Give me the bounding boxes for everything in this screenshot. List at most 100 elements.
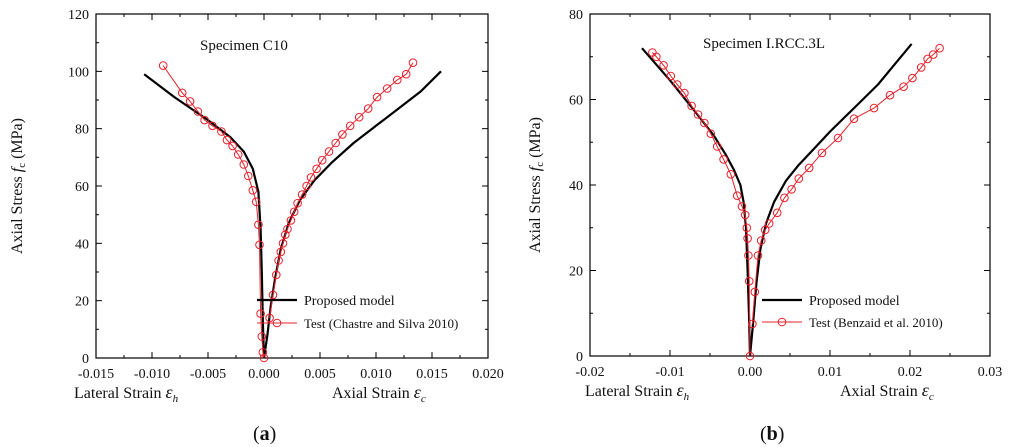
data-point — [372, 92, 382, 102]
lateral-strain-label-symbol: ε — [677, 380, 685, 400]
data-point — [899, 82, 908, 91]
data-point — [257, 332, 267, 341]
data-point — [693, 110, 703, 119]
data-point — [719, 155, 728, 164]
y-tick-label: 40 — [75, 237, 89, 252]
data-point — [281, 230, 290, 239]
axial-strain-label: Axial Strain εc — [332, 382, 426, 405]
x-tick-label: -0.02 — [575, 365, 604, 380]
axial-strain-label-text: Axial Strain — [332, 385, 410, 402]
data-point — [193, 107, 203, 116]
data-point — [706, 129, 716, 138]
data-point — [756, 236, 766, 245]
plot-frame — [589, 13, 991, 357]
axial-strain-label-symbol: ε — [414, 382, 422, 402]
data-point — [274, 256, 283, 265]
data-point — [916, 63, 926, 72]
data-point — [748, 319, 757, 329]
data-point — [780, 193, 789, 203]
data-point — [928, 50, 938, 59]
data-point — [787, 185, 796, 194]
chart-panel-b: -0.02 -0.01 0.00 0.01 0.02 0.03 0 20 40 60 80 Speci… — [527, 8, 1002, 445]
data-point — [817, 148, 827, 158]
data-point — [239, 160, 249, 169]
y-axis-label-text: Axial Stress — [527, 175, 544, 253]
lateral-strain-label-text: Lateral Strain — [585, 383, 673, 400]
data-point — [306, 173, 316, 182]
series-line-lateral — [652, 52, 751, 357]
y-axis-label: Axial Stress fc (MPa) — [9, 118, 28, 254]
data-point — [885, 90, 895, 100]
data-point — [833, 133, 843, 143]
specimen-annotation: Specimen C10 — [200, 38, 288, 54]
lateral-strain-label: Lateral Strain εh — [585, 380, 690, 403]
y-axis-symbol: f — [527, 164, 544, 171]
axial-strain-label-text: Axial Strain — [840, 383, 918, 400]
data-point — [408, 58, 418, 68]
data-point — [158, 61, 168, 70]
data-point — [743, 234, 752, 243]
y-tick-label: 80 — [75, 123, 89, 138]
x-tick-label: 0.000 — [248, 367, 280, 382]
panel-label: (b) — [760, 423, 784, 445]
legend-entry: Test (Benzaid et al. 2010) — [809, 315, 943, 330]
data-point — [185, 97, 195, 106]
lateral-strain-label: Lateral Strain εh — [74, 382, 179, 405]
data-point — [272, 270, 281, 280]
data-point — [382, 84, 392, 93]
data-point — [254, 220, 263, 229]
data-point — [393, 75, 402, 85]
series-line-axial — [748, 43, 913, 357]
x-tick-label: 0.020 — [472, 367, 504, 382]
y-tick-label: 100 — [68, 65, 89, 80]
data-point — [772, 208, 782, 218]
lateral-strain-label-symbol: ε — [166, 382, 174, 402]
data-point — [659, 61, 668, 70]
data-point — [293, 198, 302, 208]
data-point — [737, 202, 747, 211]
plot-frame — [95, 13, 489, 359]
legend-entry: Proposed model — [304, 294, 395, 309]
data-point — [354, 112, 364, 122]
data-point — [712, 142, 722, 151]
data-point — [794, 174, 804, 183]
y-tick-label: 120 — [68, 8, 89, 23]
data-point — [233, 150, 243, 159]
data-point — [248, 186, 258, 195]
axial-strain-label: Axial Strain εc — [840, 380, 934, 403]
data-point — [177, 88, 187, 98]
x-tick-label: 0.010 — [360, 367, 392, 382]
data-point — [217, 127, 226, 136]
data-point — [200, 115, 209, 125]
data-point — [278, 239, 288, 248]
legend-entry: Proposed model — [809, 294, 900, 309]
series-model — [641, 43, 913, 357]
series-line-lateral — [162, 65, 265, 359]
data-point — [849, 114, 859, 123]
data-point — [283, 224, 292, 234]
data-point — [286, 216, 296, 225]
data-point — [935, 43, 944, 53]
data-point — [760, 225, 770, 235]
data-point — [338, 130, 347, 139]
data-point — [345, 121, 355, 131]
data-point — [312, 164, 321, 174]
series-model — [143, 70, 442, 359]
data-point — [222, 135, 232, 145]
x-tick-label: 0.01 — [818, 365, 843, 380]
data-point — [726, 170, 736, 179]
legend: Proposed model Test (Benzaid et al. 2010) — [762, 294, 943, 330]
data-point — [804, 163, 814, 173]
y-tick-label: 0 — [576, 350, 583, 365]
data-point — [753, 251, 763, 260]
y-tick-label: 20 — [569, 265, 583, 280]
series-line-axial — [751, 47, 940, 324]
data-point — [672, 80, 682, 89]
series-line-lateral — [143, 73, 266, 359]
data-point — [401, 69, 411, 79]
data-point — [208, 121, 217, 131]
data-point — [740, 210, 750, 220]
data-point — [276, 247, 286, 257]
